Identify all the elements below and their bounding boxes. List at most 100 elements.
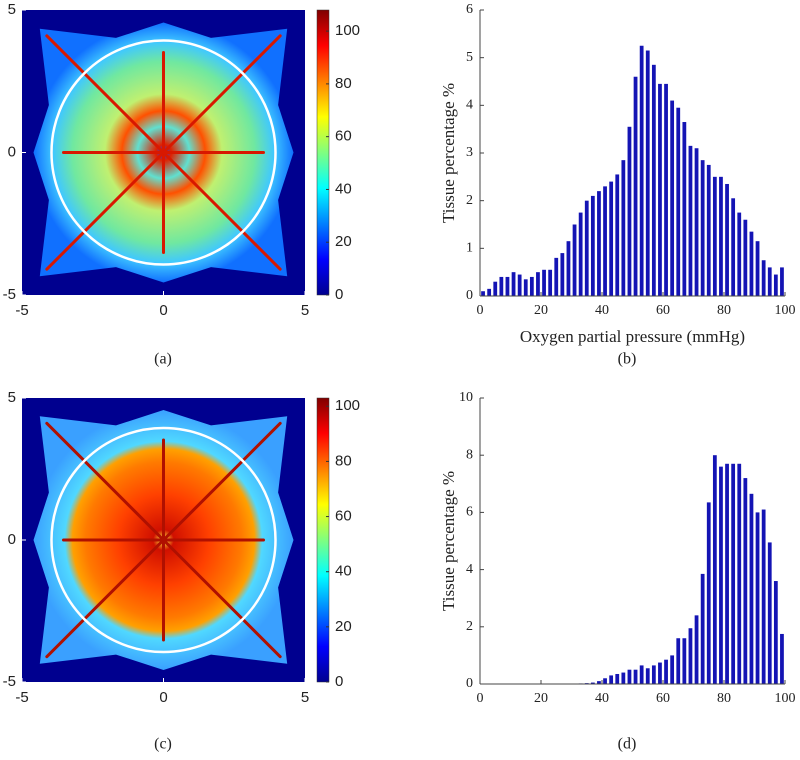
bar	[761, 260, 766, 296]
y-tick-label: 8	[466, 447, 473, 462]
bar	[664, 83, 668, 296]
bar	[481, 291, 485, 296]
bar	[731, 463, 736, 684]
bar	[603, 186, 607, 296]
colorbar-tick-label: 100	[335, 397, 360, 414]
boundary-circle	[50, 426, 277, 654]
bar	[725, 463, 729, 684]
bar	[719, 176, 723, 296]
y-tick-label: 3	[466, 145, 473, 160]
bar	[554, 257, 559, 296]
bar	[627, 669, 632, 684]
colorbar-tick-label: 20	[335, 618, 352, 635]
bar	[523, 279, 528, 296]
y-tick-label: 0	[466, 288, 473, 303]
bar	[584, 200, 589, 296]
x-tick-label: 0	[477, 691, 484, 706]
y-axis-label: Tissue percentage %	[439, 471, 458, 611]
y-tick-label: 2	[466, 193, 473, 208]
bar	[731, 198, 736, 296]
bar	[590, 195, 595, 296]
colorbar-tick-label: 0	[335, 286, 343, 303]
bar	[639, 45, 644, 296]
bar	[670, 655, 675, 684]
y-tick-label: 10	[459, 390, 473, 405]
y-tick-label: 5	[8, 1, 16, 18]
bar	[780, 267, 784, 296]
vessel	[162, 421, 282, 542]
bar	[609, 675, 614, 684]
y-tick-label: 5	[466, 50, 473, 65]
panel-label: (a)	[154, 351, 172, 368]
bar	[676, 638, 681, 684]
colorbar-tick-label: 60	[335, 508, 352, 525]
vessel	[45, 538, 165, 659]
y-tick-label: 6	[466, 505, 473, 520]
bar	[767, 542, 772, 684]
bar	[658, 83, 662, 296]
colorbar-tick-label: 40	[335, 563, 352, 580]
bar	[670, 100, 675, 296]
bar	[682, 122, 687, 297]
bar	[651, 64, 656, 296]
bar	[688, 145, 693, 296]
colorbar-tick-label: 60	[335, 128, 352, 145]
bar	[615, 673, 620, 684]
y-tick-label: -5	[3, 673, 16, 690]
bar	[700, 573, 705, 684]
bar	[664, 659, 668, 684]
y-tick-label: 0	[8, 143, 16, 160]
bar	[499, 276, 504, 296]
x-tick-label: 0	[477, 303, 484, 318]
bar	[511, 272, 516, 296]
bar	[658, 662, 662, 684]
boundary-circle	[50, 39, 277, 266]
x-tick-label: 100	[775, 691, 796, 706]
x-tick-label: 0	[159, 689, 167, 706]
bar	[487, 288, 492, 296]
y-tick-label: 0	[8, 531, 16, 548]
bar	[694, 148, 699, 296]
bar	[780, 633, 784, 684]
y-tick-label: 5	[8, 389, 16, 406]
bar	[737, 463, 742, 684]
vessel	[45, 151, 165, 271]
panel-label: (c)	[154, 736, 172, 753]
bar	[621, 672, 626, 684]
vessel	[45, 34, 165, 154]
vessel	[162, 34, 282, 154]
bar	[706, 164, 711, 296]
bar	[749, 231, 754, 296]
bar	[529, 276, 534, 296]
bar	[725, 183, 729, 296]
bar	[609, 181, 614, 296]
heatmap-art	[22, 10, 305, 682]
x-tick-label: 60	[656, 303, 670, 318]
y-axis-label: Tissue percentage %	[439, 83, 458, 223]
bar	[706, 502, 711, 684]
bar	[773, 274, 778, 296]
colorbar-tick-label: 100	[335, 22, 360, 39]
bar	[603, 678, 607, 684]
x-tick-label: 100	[775, 303, 796, 318]
bar	[633, 669, 638, 684]
bar	[749, 493, 754, 684]
bar	[566, 241, 571, 296]
bar	[688, 628, 693, 684]
vessel	[162, 538, 282, 659]
x-tick-label: 0	[159, 302, 167, 319]
bar	[755, 241, 760, 296]
bar	[517, 274, 522, 296]
x-tick-label: -5	[15, 689, 28, 706]
bar	[651, 665, 656, 684]
y-tick-label: 2	[466, 619, 473, 634]
x-tick-label: 80	[717, 691, 731, 706]
colorbar-tick-label: 0	[335, 673, 343, 690]
panel-label: (d)	[618, 736, 637, 753]
bar	[639, 665, 644, 684]
bar	[548, 269, 553, 296]
x-tick-label: 80	[717, 303, 731, 318]
bar	[773, 581, 778, 684]
y-tick-label: 1	[466, 241, 473, 256]
